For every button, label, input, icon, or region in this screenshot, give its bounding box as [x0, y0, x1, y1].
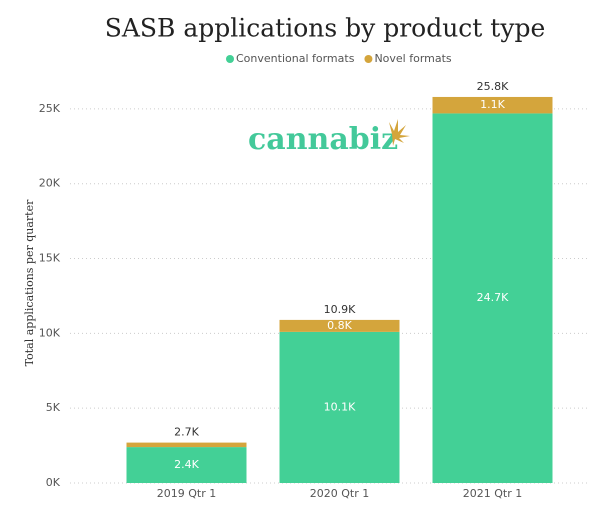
total-label: 2.7K — [174, 426, 199, 439]
x-tick-label: 2020 Qtr 1 — [310, 487, 369, 500]
total-label: 25.8K — [477, 80, 509, 93]
bar-segment — [432, 96, 553, 114]
total-label: 10.9K — [324, 303, 356, 316]
bar-segment — [432, 113, 553, 483]
y-tick-label: 10K — [39, 326, 61, 339]
y-axis-label: Total applications per quarter — [23, 199, 36, 366]
legend-marker — [226, 55, 234, 63]
bar-segment — [126, 447, 247, 483]
chart-title: SASB applications by product type — [105, 14, 546, 43]
y-tick-label: 5K — [46, 401, 61, 414]
legend-marker — [364, 55, 373, 63]
value-label: 10.1K — [324, 400, 356, 413]
y-tick-label: 20K — [39, 177, 61, 190]
value-label: 0.8K — [327, 319, 352, 332]
bar-segment — [279, 319, 400, 332]
x-tick-label: 2019 Qtr 1 — [157, 487, 216, 500]
y-tick-label: 25K — [39, 102, 61, 115]
value-label: 2.4K — [174, 458, 199, 471]
value-label: 24.7K — [477, 291, 509, 304]
legend-label: Conventional formats — [236, 52, 355, 65]
bar-segment — [126, 442, 247, 448]
y-tick-label: 0K — [46, 476, 61, 489]
y-tick-label: 15K — [39, 252, 61, 265]
bar-segment — [279, 331, 400, 483]
watermark: cannabiz — [248, 122, 398, 157]
legend-label: Novel formats — [374, 52, 451, 65]
watermark-leaf — [389, 119, 410, 146]
value-label: 1.1K — [480, 98, 505, 111]
x-tick-label: 2021 Qtr 1 — [463, 487, 522, 500]
